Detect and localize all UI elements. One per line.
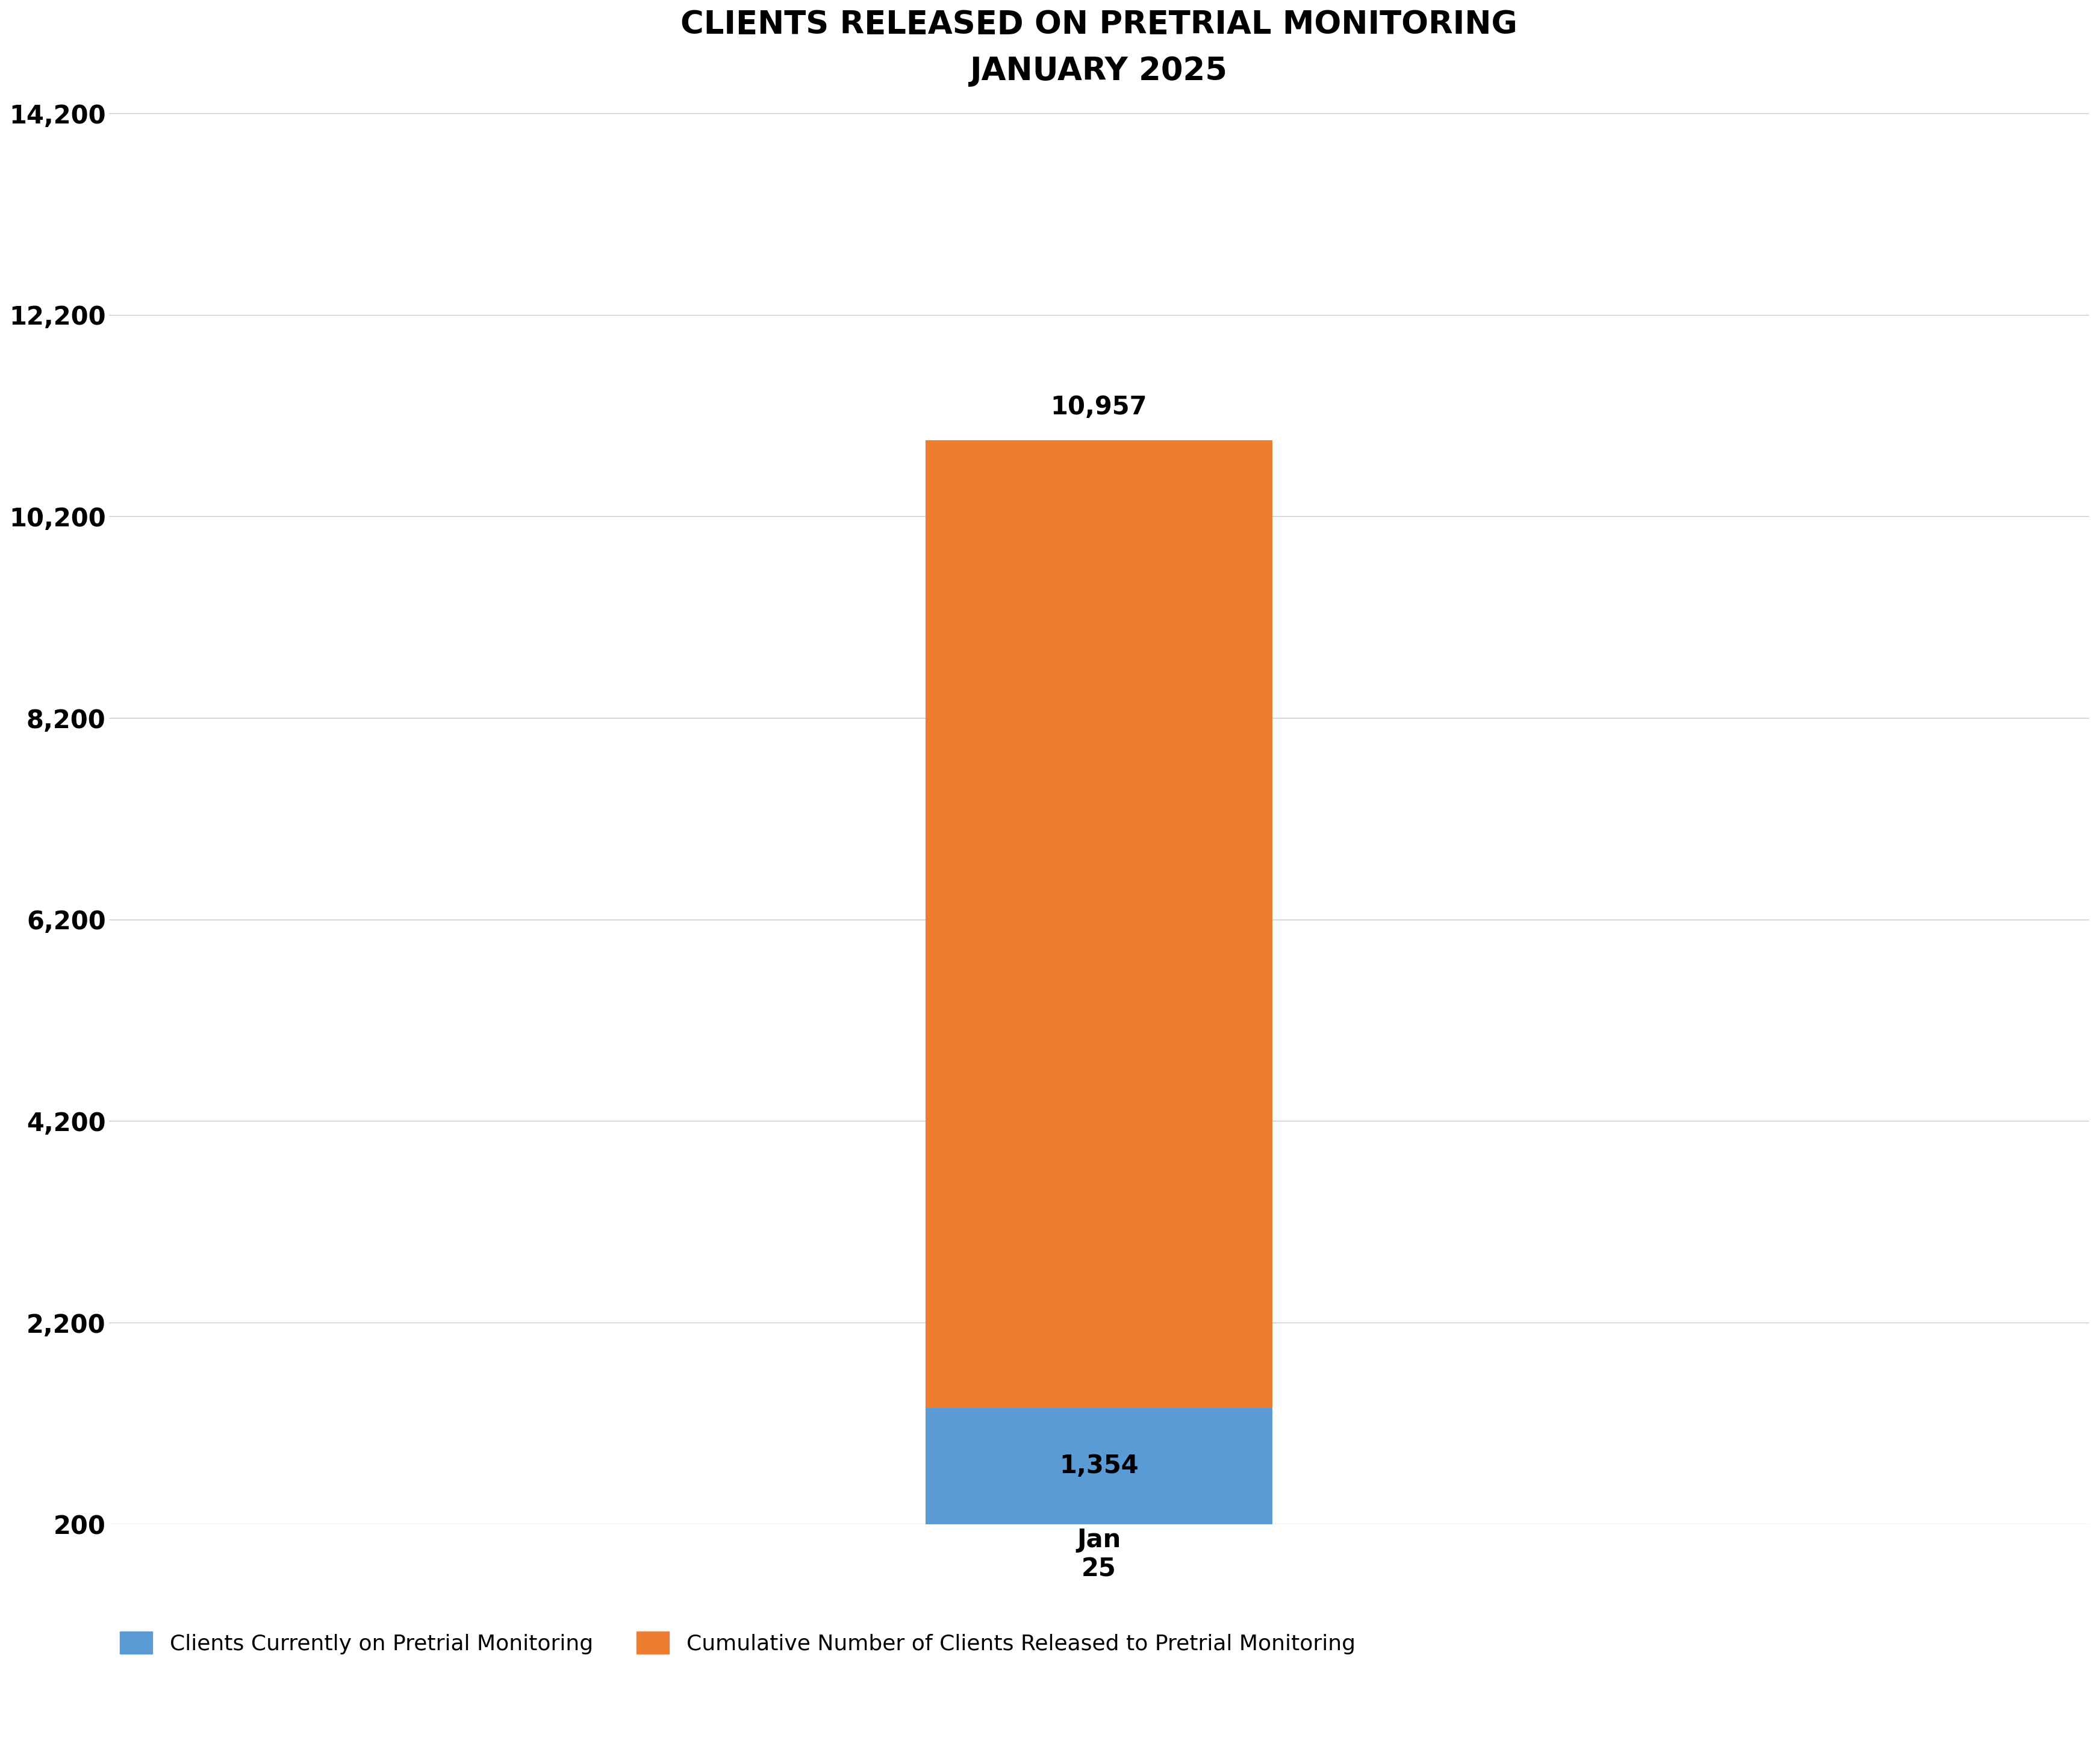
Bar xyxy=(925,1408,1271,1524)
Text: 1,354: 1,354 xyxy=(1059,1454,1139,1478)
Legend: Clients Currently on Pretrial Monitoring, Cumulative Number of Clients Released : Clients Currently on Pretrial Monitoring… xyxy=(120,1632,1355,1655)
Bar xyxy=(925,441,1271,1408)
Title: CLIENTS RELEASED ON PRETRIAL MONITORING
JANUARY 2025: CLIENTS RELEASED ON PRETRIAL MONITORING … xyxy=(680,9,1517,86)
Text: 10,957: 10,957 xyxy=(1051,395,1148,420)
